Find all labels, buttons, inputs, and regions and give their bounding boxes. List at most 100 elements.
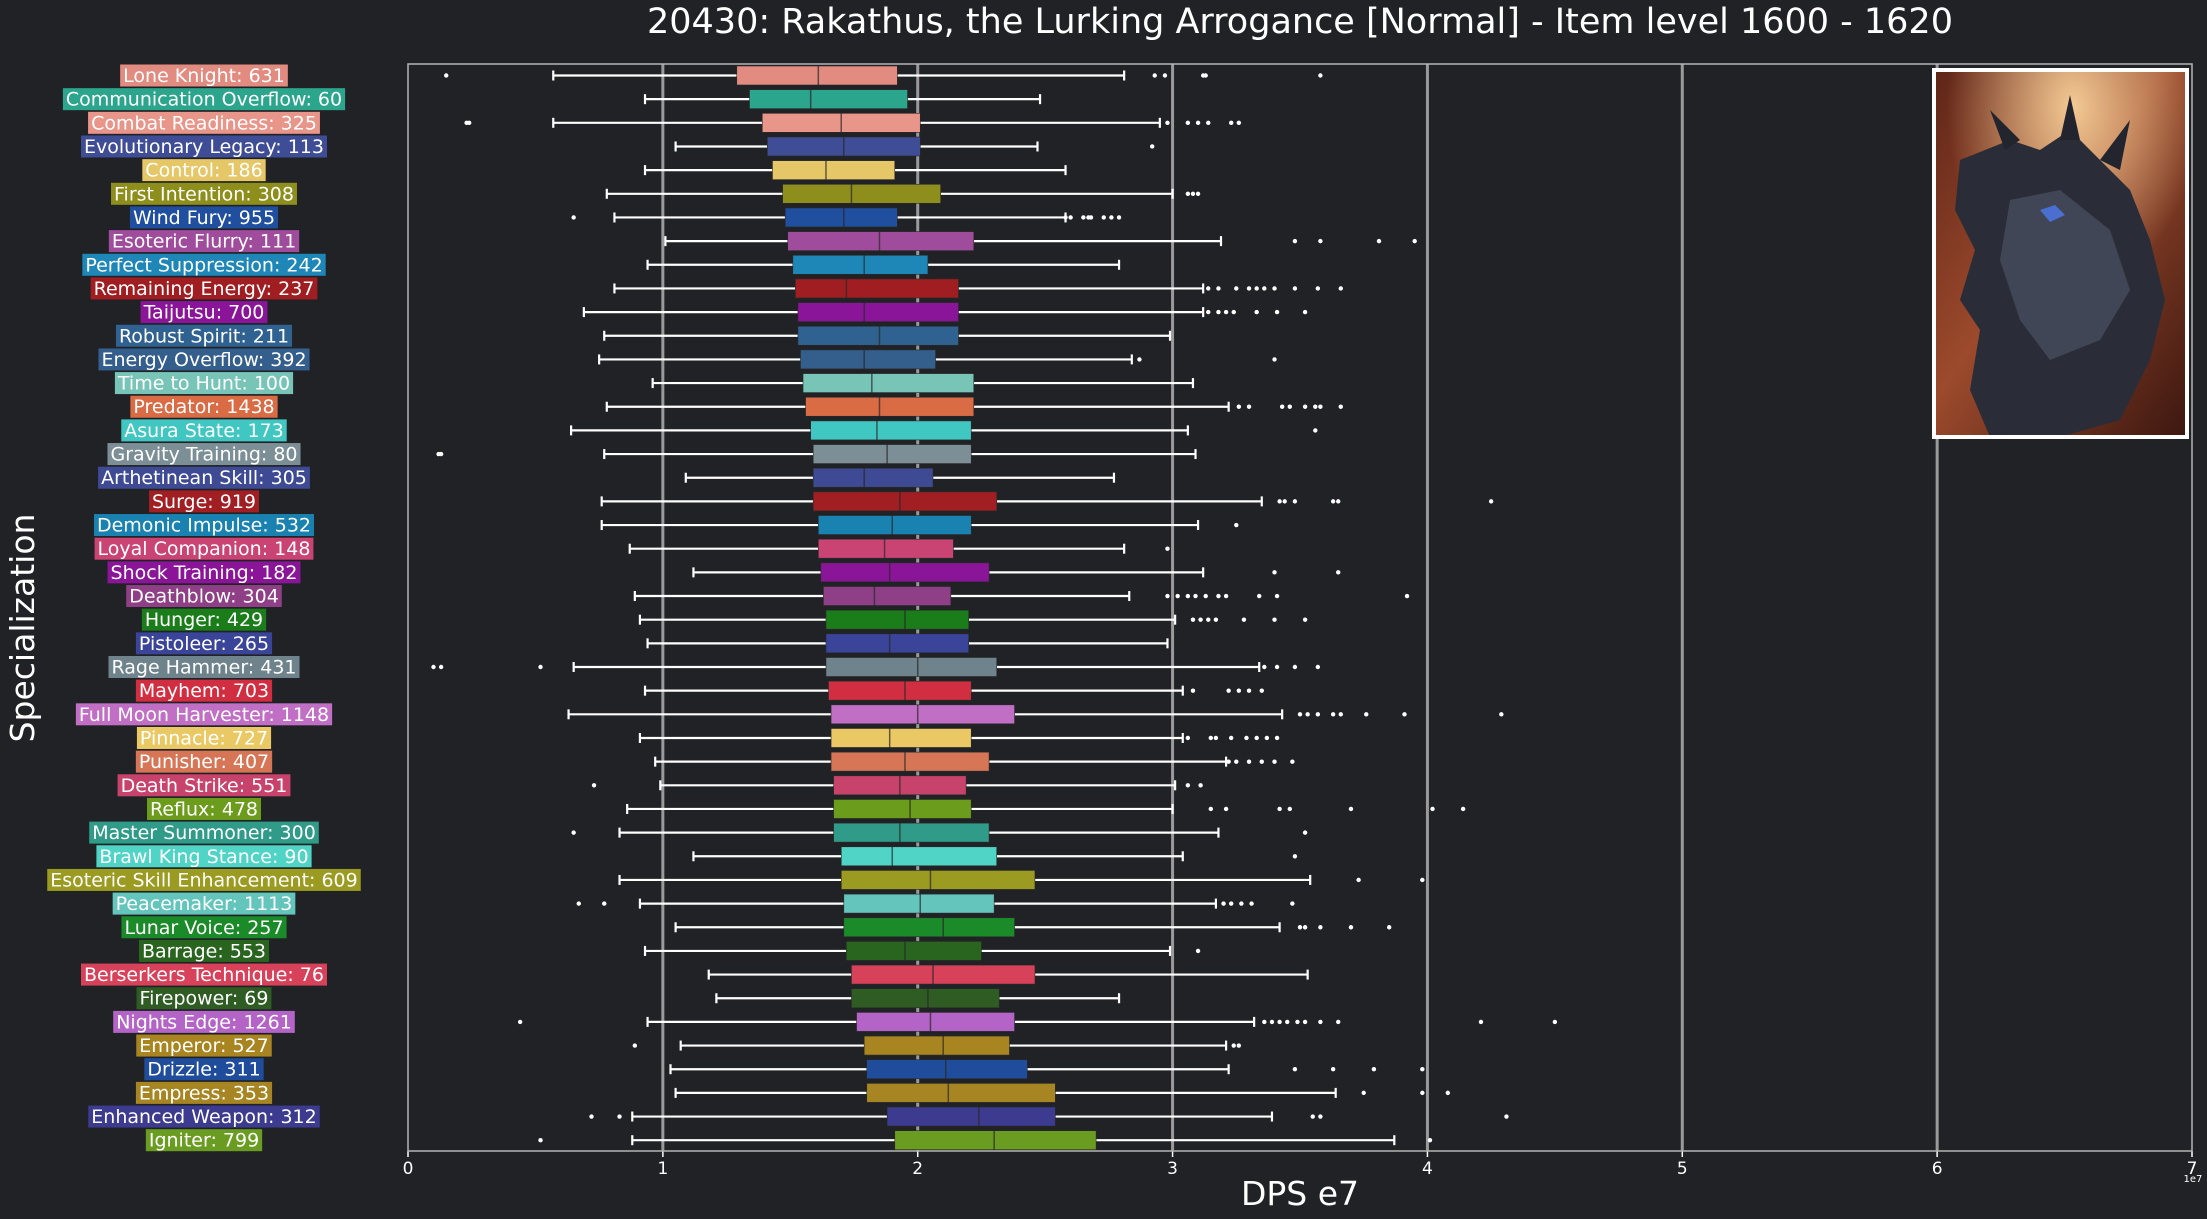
box-plot [715,988,1121,1009]
outlier-point [1285,1019,1290,1025]
outlier-point [1318,925,1323,930]
outlier-point [1361,1090,1366,1096]
outlier-point [1193,593,1198,599]
label-text: Energy Overflow: 392 [101,349,306,371]
outlier-point [1336,570,1341,575]
box [787,231,975,251]
label-text: Gravity Training: 80 [110,444,297,466]
label-text: Death Strike: 551 [121,775,288,797]
y-axis-label: Specialization [3,514,42,743]
box-plot [605,184,1201,204]
outlier-point [1445,1090,1451,1096]
outlier-point [1063,215,1068,220]
outlier-point [1338,712,1343,717]
box-plot [643,680,1264,701]
label-text: Esoteric Skill Enhancement: 609 [50,869,358,891]
specialization-label: Drizzle: 311 [144,1058,264,1081]
outlier-point [1216,309,1221,315]
label-text: Taijutsu: 700 [143,302,265,324]
outlier-point [1152,73,1157,78]
outlier-point [1246,688,1252,693]
outlier-point [1223,806,1229,812]
label-background [88,111,320,134]
outlier-point [1277,1019,1282,1025]
label-text: Berserkers Technique: 76 [84,964,324,986]
boss-portrait [1932,68,2189,439]
outlier-point [1231,309,1236,315]
outlier-point [1257,593,1262,599]
box-plot [571,207,1122,228]
box-plots [431,65,1558,1150]
outlier-point [1356,877,1361,883]
outlier-point [1175,593,1180,599]
outlier-point [1348,925,1354,930]
outlier-point [1371,1067,1377,1072]
box-plot [707,964,1309,985]
outlier-point [1387,925,1392,930]
outlier-point [1315,286,1321,291]
outlier-point [1195,948,1201,954]
outlier-point [1290,901,1295,906]
box [772,160,896,180]
label-background [114,372,294,395]
outlier-point [617,1114,622,1119]
specialization-label: Loyal Companion: 148 [94,537,314,560]
outlier-point [1185,735,1191,741]
outlier-point [538,1138,543,1143]
box [818,515,972,535]
label-text: Barrage: 553 [142,940,266,962]
label-background [136,726,272,749]
box-plot [651,373,1195,393]
label-background [93,514,315,537]
outlier-point [1190,191,1196,196]
box [851,964,1036,985]
outlier-point [1190,617,1196,622]
outlier-point [1330,1067,1336,1072]
outlier-point [1109,215,1114,220]
box-plot [684,467,1116,488]
box-plot [464,113,1242,133]
outlier-point [1313,404,1318,409]
outlier-point [1313,428,1318,433]
outlier-point [1274,593,1280,599]
label-background [115,324,293,347]
box [840,846,998,867]
label-text: Lone Knight: 631 [123,65,285,87]
box-plot [632,1035,1242,1056]
box [812,491,998,512]
outlier-point [1318,238,1323,244]
outlier-point [1223,309,1229,315]
box-plot [591,775,1203,796]
label-text: Lunar Voice: 257 [124,917,283,939]
outlier-point [1228,735,1234,741]
x-tick-label: 0 [403,1159,414,1179]
outlier-point [1259,759,1264,764]
box [825,633,969,654]
label-background [140,301,268,324]
label-text: Shock Training: 182 [111,562,298,584]
box-plot [638,609,1308,630]
outlier-point [632,1043,638,1048]
specialization-label: Pinnacle: 727 [136,726,272,749]
box [866,1059,1028,1080]
label-text: Deathblow: 304 [129,586,279,608]
outlier-point [1279,404,1285,409]
label-text: Drizzle: 311 [147,1059,260,1081]
box-plot [674,1083,1451,1103]
box [886,1106,1056,1127]
specialization-label: Predator: 1438 [130,395,278,418]
box [833,822,990,843]
box-plot [646,633,1169,654]
specialization-label: Firepower: 69 [136,987,272,1010]
outlier-point [1088,215,1094,220]
outlier-point [1254,309,1259,315]
specialization-label: Reflux: 478 [147,797,261,820]
label-text: Surge: 919 [152,491,256,513]
box [825,657,998,677]
outlier-point [1216,593,1221,599]
x-tick-label: 4 [1422,1159,1433,1179]
label-background [144,1058,264,1081]
outlier-point [466,120,472,126]
label-background [135,679,273,702]
box-plot [633,586,1410,606]
